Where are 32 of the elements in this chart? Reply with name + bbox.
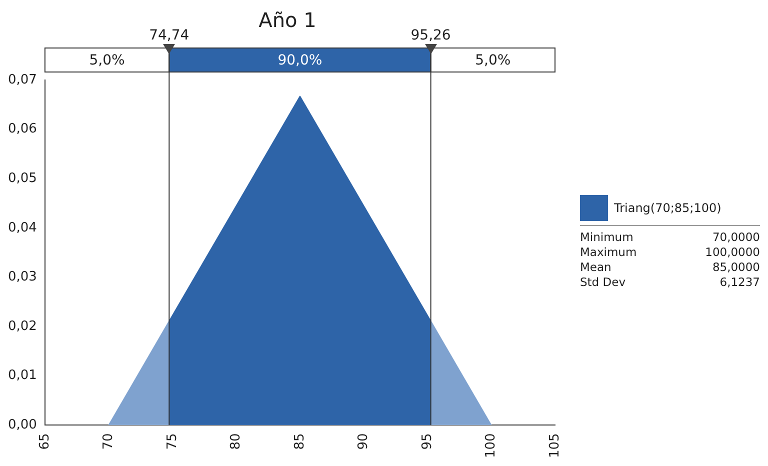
legend-label: Triang(70;85;100) [614, 201, 722, 215]
x-tick-label: 80 [228, 433, 244, 450]
text: 5,0% [475, 52, 511, 69]
x-tick-label: 75 [164, 433, 180, 450]
text: 90,0% [278, 52, 322, 69]
y-tick-label: 0,01 [8, 368, 37, 384]
text: 100,0000 [705, 245, 760, 259]
x-tick-label: 65 [37, 433, 52, 450]
y-tick-label: 0,02 [8, 318, 37, 334]
y-tick-label: 0,06 [8, 122, 37, 137]
ref-line-label: 74,74 [149, 28, 190, 44]
chart-title: Año 1 [258, 8, 316, 32]
x-tick-label: 95 [420, 433, 435, 450]
ref-line-label: 95,26 [410, 28, 451, 44]
y-tick-label: 0,04 [8, 220, 37, 236]
y-tick-label: 0,05 [8, 171, 37, 186]
x-tick-label: 105 [547, 433, 562, 458]
text: Std Dev [580, 275, 627, 289]
x-tick-label: 70 [101, 433, 116, 450]
text: 70,0000 [711, 230, 760, 244]
text: 85,0000 [711, 260, 760, 274]
x-tick-label: 90 [356, 433, 372, 450]
x-tick-label: 85 [292, 433, 308, 450]
text: Maximum [580, 245, 638, 259]
x-tick-label: 100 [484, 433, 499, 458]
y-tick-label: 0,07 [8, 72, 37, 88]
text: Minimum [580, 230, 634, 244]
y-tick-label: 0,03 [8, 270, 37, 285]
y-tick-label: 0,00 [8, 418, 37, 433]
text: 6,1237 [718, 275, 760, 289]
text: Mean [580, 260, 612, 274]
text: 5,0% [89, 52, 125, 69]
